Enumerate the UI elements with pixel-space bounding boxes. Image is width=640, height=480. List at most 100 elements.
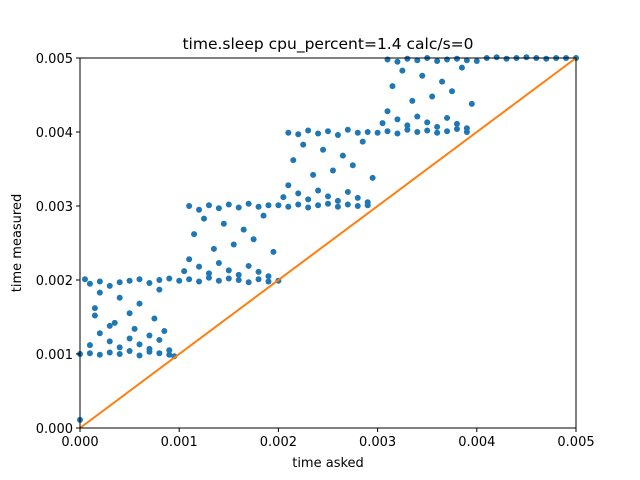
data-point [468, 100, 475, 107]
data-point [245, 262, 252, 269]
data-point [205, 274, 212, 281]
data-point [339, 152, 346, 159]
data-point [404, 126, 411, 133]
data-point [210, 245, 217, 252]
data-point [86, 342, 93, 349]
y-tick-label: 0.005 [36, 52, 73, 67]
reference-line-path [79, 57, 577, 429]
data-point [369, 174, 376, 181]
data-point [280, 194, 287, 201]
data-point [275, 202, 282, 209]
data-point [186, 276, 193, 283]
data-point [399, 67, 406, 74]
data-point [344, 126, 351, 133]
data-point [453, 126, 460, 133]
data-point [444, 128, 451, 135]
scatter-series [77, 54, 579, 423]
data-point [523, 54, 530, 61]
data-point [146, 279, 153, 286]
data-point [434, 129, 441, 136]
data-point [334, 131, 341, 138]
data-point [320, 146, 327, 153]
data-point [334, 203, 341, 210]
x-tick-label: 0.001 [161, 435, 198, 450]
data-point [136, 276, 143, 283]
data-point [240, 226, 247, 233]
data-point [235, 204, 242, 211]
data-point [186, 256, 193, 263]
data-point [463, 125, 470, 132]
data-point [384, 128, 391, 135]
data-point [404, 55, 411, 62]
data-point [191, 231, 198, 238]
data-point [449, 88, 455, 95]
data-point [285, 203, 292, 210]
data-point [116, 344, 123, 351]
data-point [166, 351, 173, 358]
data-point [255, 203, 262, 210]
data-point [300, 141, 307, 148]
x-tick-label: 0.005 [557, 435, 594, 450]
y-tick-label: 0.002 [36, 274, 73, 289]
data-point [220, 220, 227, 227]
data-point [235, 277, 242, 283]
data-point [205, 202, 212, 209]
data-point [116, 351, 123, 357]
data-point [349, 162, 356, 169]
data-point [126, 335, 133, 342]
y-tick-label: 0.001 [36, 348, 73, 363]
data-point [394, 58, 401, 65]
data-point [245, 200, 252, 207]
data-point [325, 193, 331, 200]
data-point [225, 267, 232, 274]
data-point [106, 282, 113, 289]
data-point [260, 212, 267, 219]
data-point [458, 64, 465, 71]
x-tick-label: 0.003 [359, 435, 396, 450]
data-point [325, 200, 331, 207]
data-point [265, 202, 272, 209]
data-point [354, 194, 361, 201]
data-point [290, 157, 297, 164]
data-point [453, 55, 460, 62]
data-point [265, 278, 272, 285]
data-point [136, 300, 143, 307]
data-point [81, 276, 88, 283]
data-point [414, 57, 421, 64]
data-point [111, 319, 118, 326]
data-point [106, 338, 113, 345]
data-point [285, 129, 292, 136]
data-point [374, 129, 381, 136]
data-point [394, 130, 401, 137]
data-point [196, 263, 203, 270]
data-point [463, 57, 470, 64]
data-point [394, 116, 401, 123]
x-tick-label: 0.002 [260, 435, 297, 450]
data-point [136, 341, 143, 348]
data-point [166, 347, 173, 354]
data-point [315, 187, 322, 194]
data-point [434, 57, 441, 64]
data-point [255, 276, 262, 283]
data-point [156, 336, 163, 343]
x-tick-label: 0.000 [61, 435, 98, 450]
y-tick-label: 0.004 [36, 126, 73, 141]
data-point [126, 310, 133, 317]
data-point [384, 108, 391, 115]
data-point [201, 215, 207, 222]
data-point [379, 120, 386, 127]
data-point [424, 119, 431, 126]
data-point [156, 286, 163, 293]
x-tick-label: 0.004 [458, 435, 495, 450]
data-point [439, 78, 446, 85]
x-axis: 0.000 0.001 0.002 0.003 0.004 0.005 [61, 428, 595, 450]
data-point [414, 113, 421, 120]
data-point [334, 197, 341, 204]
data-point [409, 97, 416, 104]
data-point [265, 273, 272, 280]
data-point [444, 56, 451, 63]
data-point [205, 270, 212, 277]
data-point [166, 275, 173, 282]
data-point [315, 130, 322, 137]
